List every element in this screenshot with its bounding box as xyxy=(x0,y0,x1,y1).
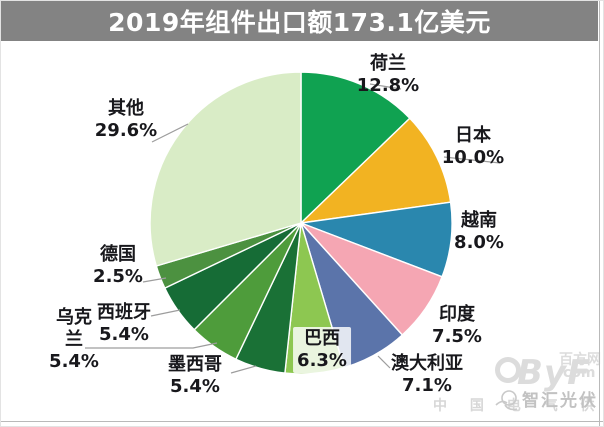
slice-label-percent: 29.6% xyxy=(94,119,158,141)
slice-label-日本: 日本 10.0% xyxy=(442,125,504,169)
slice-label-乌克兰: 乌克兰 5.4% xyxy=(49,307,99,373)
slice-label-name: 日本 xyxy=(454,125,491,146)
slice-label-percent: 5.4% xyxy=(49,350,99,372)
byf-watermark-slogan: 中 国 电 气 供 应 商 xyxy=(433,398,604,414)
bird-doodle-icon xyxy=(495,390,518,411)
slice-label-name: 越南 xyxy=(460,210,497,231)
pie-slice-荷兰 xyxy=(300,71,411,224)
slice-label-percent: 12.8% xyxy=(356,74,420,96)
leader-line xyxy=(142,277,167,283)
leader-line xyxy=(230,365,257,374)
leader-line xyxy=(150,309,181,317)
slice-label-其他: 其他 29.6% xyxy=(95,98,157,142)
pie-slice-日本 xyxy=(300,117,452,224)
frame-line-right xyxy=(599,1,600,426)
slice-label-name: 乌克兰 xyxy=(55,307,92,350)
slice-label-墨西哥: 墨西哥 5.4% xyxy=(168,354,222,398)
leader-line xyxy=(377,355,391,369)
slice-label-percent: 8.0% xyxy=(454,231,504,253)
leader-line xyxy=(369,83,402,90)
byf-watermark-site: 百方网 xyxy=(559,352,601,368)
slice-label-name: 印度 xyxy=(438,304,475,325)
byf-ring-icon xyxy=(495,357,521,383)
leader-line xyxy=(85,342,218,349)
slice-label-name: 巴西 xyxy=(303,328,340,349)
slice-label-西班牙: 西班牙 5.4% xyxy=(97,302,151,346)
chart-title-bar: 2019年组件出口额173.1亿美元 xyxy=(1,1,598,41)
slice-label-percent: 5.4% xyxy=(99,323,149,345)
slice-label-percent: 7.5% xyxy=(432,325,482,347)
slice-label-name: 其他 xyxy=(107,98,144,119)
slice-label-percent: 10.0% xyxy=(441,146,505,168)
zhihui-watermark: 智汇光伏 xyxy=(522,391,598,411)
slice-label-name: 荷兰 xyxy=(369,53,406,74)
slice-label-德国: 德国 2.5% xyxy=(93,244,143,288)
leader-line xyxy=(443,156,501,164)
chart-title: 2019年组件出口额173.1亿美元 xyxy=(108,8,491,37)
slice-label-荷兰: 荷兰 12.8% xyxy=(357,53,419,97)
slice-label-name: 西班牙 xyxy=(97,302,151,323)
slice-label-percent: 5.4% xyxy=(170,375,220,397)
slice-label-澳大利亚: 澳大利亚 7.1% xyxy=(391,353,463,397)
leader-line xyxy=(151,123,189,143)
slice-label-percent: 6.3% xyxy=(297,349,347,371)
slice-label-name: 墨西哥 xyxy=(168,354,222,375)
slice-label-percent: 7.1% xyxy=(402,374,452,396)
frame-line-bottom xyxy=(1,421,603,422)
slice-label-name: 德国 xyxy=(99,244,136,265)
slice-label-印度: 印度 7.5% xyxy=(432,304,482,348)
slice-label-越南: 越南 8.0% xyxy=(454,210,504,254)
pie-slice-其他 xyxy=(149,71,302,267)
byf-watermark-com: com xyxy=(563,365,596,381)
slice-label-name: 澳大利亚 xyxy=(391,353,463,374)
slice-label-巴西: 巴西 6.3% xyxy=(293,327,351,373)
byf-watermark-logo: ByF xyxy=(517,353,592,393)
slice-label-percent: 2.5% xyxy=(93,265,143,287)
